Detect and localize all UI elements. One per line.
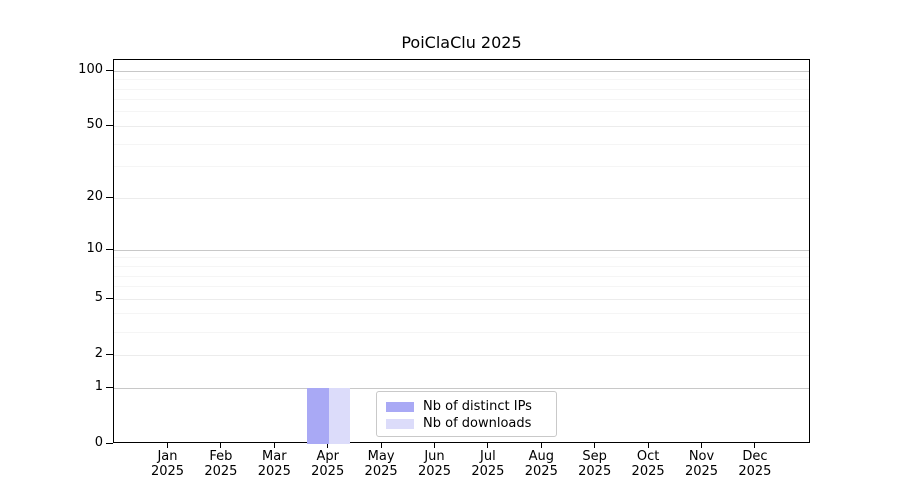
x-tick-mark: [594, 443, 596, 448]
x-tick-year: 2025: [471, 464, 505, 479]
x-tick-mark: [701, 443, 702, 448]
legend-item-distinct-ips: Nb of distinct IPs: [386, 398, 556, 415]
x-tick-label: Aug 2025: [505, 449, 577, 479]
x-tick-mark: [754, 443, 756, 448]
gridline: [114, 354, 809, 356]
x-tick-month: Apr: [316, 449, 339, 464]
gridline: [114, 286, 809, 288]
gridline: [114, 331, 809, 333]
legend-swatch-downloads: [386, 418, 414, 429]
x-tick-mark: [647, 443, 649, 448]
x-tick-month: Dec: [742, 449, 768, 464]
gridline: [114, 387, 809, 389]
gridline: [114, 125, 809, 127]
x-tick-label: Sep 2025: [559, 449, 631, 479]
gridline: [114, 143, 809, 145]
legend-label-downloads: Nb of downloads: [423, 416, 532, 431]
x-tick-label: Jan 2025: [132, 449, 204, 479]
x-tick-year: 2025: [524, 464, 558, 479]
x-tick-label: Nov 2025: [666, 449, 738, 479]
x-tick-year: 2025: [738, 464, 772, 479]
gridline: [114, 275, 809, 277]
bar-downloads: [328, 388, 351, 444]
x-tick-month: Aug: [528, 449, 554, 464]
x-tick-year: 2025: [311, 464, 345, 479]
x-tick-month: Jun: [424, 449, 445, 464]
y-tick-mark: [106, 297, 113, 299]
gridline: [114, 257, 809, 259]
gridline: [114, 111, 809, 113]
y-tick-label: 100: [78, 62, 103, 78]
gridline: [114, 70, 809, 72]
x-tick-month: Oct: [636, 449, 660, 464]
x-tick-label: Dec 2025: [719, 449, 791, 479]
y-tick-mark: [106, 386, 113, 388]
x-tick-year: 2025: [364, 464, 398, 479]
x-tick-label: Apr 2025: [292, 449, 364, 479]
legend-swatch-distinct-ips: [386, 401, 414, 412]
y-tick-mark: [106, 353, 113, 355]
x-tick-year: 2025: [631, 464, 665, 479]
x-tick-year: 2025: [578, 464, 612, 479]
y-tick-label: 20: [86, 189, 103, 205]
y-tick-label: 0: [94, 435, 103, 450]
gridline: [114, 249, 809, 251]
y-tick-mark: [106, 248, 113, 250]
x-tick-label: Feb 2025: [185, 449, 257, 479]
x-tick-year: 2025: [150, 464, 185, 479]
x-tick-year: 2025: [417, 464, 452, 479]
gridline: [114, 99, 809, 101]
y-tick-mark: [106, 442, 113, 444]
y-tick-label: 50: [86, 117, 103, 133]
y-tick-mark: [106, 196, 113, 198]
y-tick-label: 2: [94, 346, 103, 362]
gridline: [114, 266, 809, 267]
x-tick-label: May 2025: [345, 449, 417, 479]
x-tick-mark: [434, 443, 435, 448]
x-tick-year: 2025: [204, 464, 238, 479]
legend: Nb of distinct IPs Nb of downloads: [376, 391, 557, 437]
y-tick-label: 10: [86, 241, 103, 257]
x-tick-month: Jul: [480, 449, 496, 464]
legend-item-downloads: Nb of downloads: [386, 415, 556, 432]
x-tick-mark: [540, 443, 542, 448]
x-tick-month: Nov: [688, 449, 715, 464]
x-tick-month: Sep: [582, 449, 607, 464]
gridline: [114, 88, 809, 90]
gridline: [114, 313, 809, 315]
x-tick-year: 2025: [257, 464, 291, 479]
x-tick-label: Mar 2025: [238, 449, 310, 479]
y-tick-label: 5: [94, 290, 103, 306]
gridline: [114, 166, 809, 168]
x-tick-mark: [167, 443, 168, 448]
x-tick-month: Mar: [262, 449, 287, 464]
gridline: [114, 197, 809, 199]
y-tick-mark: [106, 69, 113, 71]
x-tick-mark: [220, 443, 222, 448]
x-tick-month: Jan: [157, 449, 178, 464]
x-tick-year: 2025: [684, 464, 719, 479]
plot-area: [113, 59, 810, 444]
x-tick-label: Jun 2025: [399, 449, 471, 479]
x-tick-month: Feb: [209, 449, 233, 464]
y-tick-mark: [106, 124, 113, 126]
chart-title: PoiClaClu 2025: [401, 33, 522, 52]
gridline: [114, 298, 809, 300]
x-tick-mark: [487, 443, 489, 448]
x-tick-label: Oct 2025: [612, 449, 684, 479]
legend-label-distinct-ips: Nb of distinct IPs: [423, 399, 532, 414]
x-tick-mark: [380, 443, 382, 448]
bar-distinct-ips: [307, 388, 329, 444]
x-tick-month: May: [367, 449, 395, 464]
x-tick-mark: [273, 443, 275, 448]
x-tick-mark: [327, 443, 329, 448]
y-tick-label: 1: [94, 379, 103, 394]
gridline: [114, 79, 809, 81]
x-tick-label: Jul 2025: [452, 449, 524, 479]
